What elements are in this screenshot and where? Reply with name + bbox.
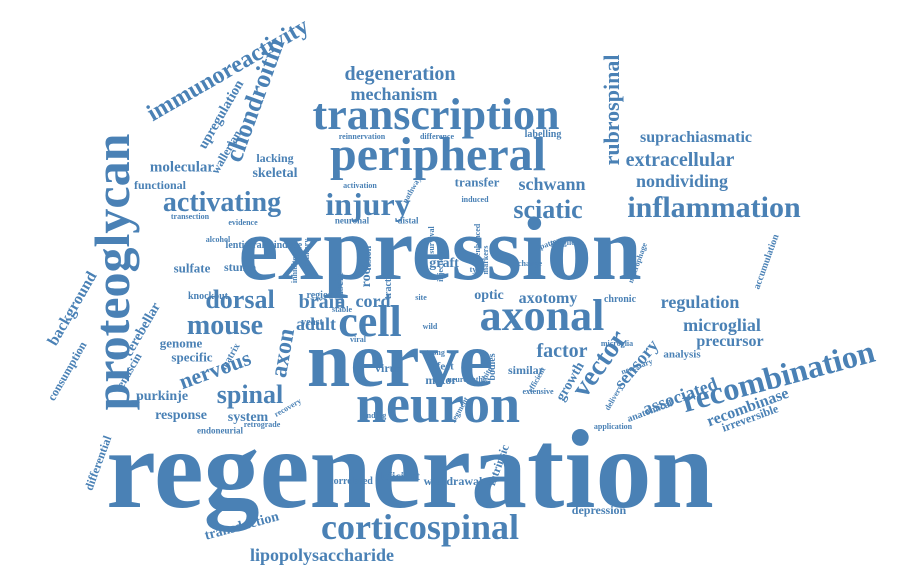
word-knockout: knockout <box>187 291 229 302</box>
word-lacking: lacking <box>256 151 294 165</box>
word-induce: induce <box>273 240 303 251</box>
word-region: region <box>306 290 334 301</box>
word-type: type <box>469 265 485 274</box>
word-neuronal: neuronal <box>334 215 370 226</box>
word-analysis: analysis <box>663 348 701 361</box>
word-consumption: consumption <box>44 338 90 404</box>
word-reinnervation: reinnervation <box>338 132 386 141</box>
word-rubrospinal: rubrospinal <box>599 54 624 166</box>
word-peripheral: peripheral <box>330 128 546 181</box>
word-lesion: lesion <box>363 245 374 271</box>
word-labelling: labelling <box>524 129 562 140</box>
word-enhanced: enhanced <box>473 223 482 257</box>
word-injection: injection <box>436 252 445 282</box>
word-endoneurial: endoneurial <box>196 425 244 436</box>
word-retrograde: retrograde <box>243 420 281 429</box>
word-graft: graft <box>429 256 459 271</box>
word-brain: brain <box>298 291 346 313</box>
word-inflammation: inflammation <box>627 191 801 224</box>
word-transection: transection <box>170 212 210 221</box>
word-deficient: deficient <box>376 469 420 483</box>
word-distal: distal <box>397 215 419 226</box>
word-induced: induced <box>461 195 489 204</box>
word-dorsal: dorsal <box>205 285 275 314</box>
word-system: system <box>227 410 269 425</box>
word-lipopolysaccharide: lipopolysaccharide <box>249 545 395 565</box>
word-skeletal: skeletal <box>252 166 298 181</box>
word-chronic: chronic <box>603 294 637 305</box>
word-alcohol: alcohol <box>205 235 231 244</box>
word-primary: primary <box>302 238 311 268</box>
word-withdrawal: withdrawal <box>423 474 483 488</box>
word-injury: injury <box>325 186 411 222</box>
word-microglial: microglial <box>683 315 761 335</box>
word-axon: axon <box>265 326 301 380</box>
word-sulfate: sulfate <box>173 260 211 276</box>
word-change: change <box>518 259 542 268</box>
word-depression: depression <box>571 503 627 517</box>
word-stable: stable <box>332 305 352 314</box>
word-neuropathic: neuropathic <box>447 375 489 384</box>
word-microglia: microglia <box>600 339 634 348</box>
word-factor: factor <box>536 340 588 362</box>
word-transfer: transfer <box>454 174 500 190</box>
word-sciatic: sciatic <box>513 195 583 224</box>
word-activating: activating <box>162 187 282 218</box>
word-degeneration: degeneration <box>344 63 456 85</box>
word-optic: optic <box>474 288 504 303</box>
word-accumulation: accumulation <box>751 232 782 291</box>
word-molecular: molecular <box>149 159 215 176</box>
word-mouse: mouse <box>186 310 264 341</box>
word-site: site <box>415 293 427 302</box>
word-correlated: correlated <box>329 476 373 487</box>
word-extensive: extensive <box>522 387 554 396</box>
word-viral: viral <box>350 335 366 344</box>
word-stump: stump <box>223 260 257 274</box>
word-schwann: schwann <box>518 174 586 194</box>
word-suprachiasmatic: suprachiasmatic <box>640 129 752 146</box>
word-cord: cord <box>355 291 391 311</box>
word-strong: strong <box>423 348 445 357</box>
word-mechanism: mechanism <box>350 84 438 104</box>
word-expression: expression <box>238 200 642 299</box>
word-neuron: neuron <box>355 374 521 434</box>
word-survival: survival <box>427 226 436 254</box>
word-finding: finding <box>361 411 387 420</box>
word-corticospinal: corticospinal <box>321 507 519 547</box>
word-muscle: muscle <box>332 272 346 308</box>
word-functional: functional <box>133 178 187 192</box>
word-adult: adult <box>295 314 337 334</box>
word-ganglion: ganglion <box>550 238 580 247</box>
word-evidence: evidence <box>228 218 258 227</box>
word-markers: markers <box>481 245 490 275</box>
word-motor: motor <box>425 373 457 387</box>
word-application: application <box>593 422 633 431</box>
word-regulation: regulation <box>660 292 740 312</box>
word-genome: genome <box>159 335 203 351</box>
word-precursor: precursor <box>696 333 764 350</box>
word-axotomy: axotomy <box>518 290 578 307</box>
word-specific: specific <box>171 349 213 365</box>
word-yeast: yeast <box>301 317 323 328</box>
word-difference: difference <box>419 132 455 141</box>
word-axonal: axonal <box>479 291 605 340</box>
word-nondividing: nondividing <box>635 171 729 191</box>
word-response: response <box>155 408 207 423</box>
word-lentiviral: lentiviral <box>225 240 265 251</box>
word-similar: similar <box>508 363 544 377</box>
word-cell: cell <box>338 297 402 346</box>
word-tract: tract <box>383 278 394 300</box>
word-extracellular: extracellular <box>625 149 735 171</box>
word-virus: virus <box>374 361 402 375</box>
word-effect: effect <box>428 360 454 373</box>
word-purkinje: purkinje <box>135 389 189 404</box>
word-regeneration: regeneration <box>106 408 714 532</box>
word-transcription: transcription <box>312 90 560 139</box>
word-wild: wild <box>422 322 438 331</box>
word-activation: activation <box>343 181 377 190</box>
word-inhibitor: inhibitor <box>290 252 299 284</box>
word-spinal: spinal <box>216 380 284 409</box>
word-nerve: nerve <box>306 316 494 403</box>
